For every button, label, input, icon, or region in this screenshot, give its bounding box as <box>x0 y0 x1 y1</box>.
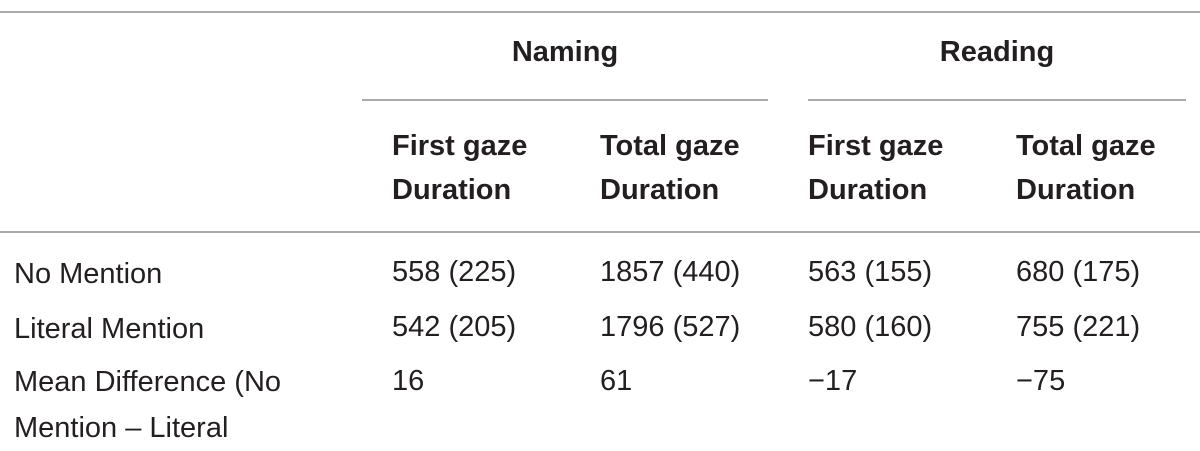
row-label: No Mention <box>14 258 163 290</box>
cell: 1857 (440) <box>600 256 741 288</box>
cell: 558 (225) <box>392 256 517 288</box>
column-header: Duration <box>1016 174 1136 206</box>
group-header: Naming <box>511 36 619 68</box>
row-label: Mean Difference (No Mention – Literal <box>14 366 282 444</box>
column-header: Total gaze <box>1016 130 1156 162</box>
row-label: Literal Mention <box>14 313 205 345</box>
cell: 16 <box>392 365 425 397</box>
cell: −17 <box>808 365 858 397</box>
top-rule <box>0 11 1200 13</box>
cell: 680 (175) <box>1016 256 1141 288</box>
column-header: Duration <box>600 174 720 206</box>
cell: 580 (160) <box>808 311 933 343</box>
header-rule <box>0 231 1200 233</box>
cell: 563 (155) <box>808 256 933 288</box>
column-header: Duration <box>392 174 512 206</box>
column-header: First gaze <box>808 130 944 162</box>
group-rule <box>362 99 768 101</box>
column-header: Duration <box>808 174 928 206</box>
cell: 1796 (527) <box>600 311 741 343</box>
cell: −75 <box>1016 365 1066 397</box>
cell: 542 (205) <box>392 311 517 343</box>
group-header: Reading <box>939 36 1055 68</box>
cell: 61 <box>600 365 633 397</box>
group-rule <box>808 99 1186 101</box>
cell: 755 (221) <box>1016 311 1141 343</box>
column-header: Total gaze <box>600 130 740 162</box>
column-header: First gaze <box>392 130 528 162</box>
